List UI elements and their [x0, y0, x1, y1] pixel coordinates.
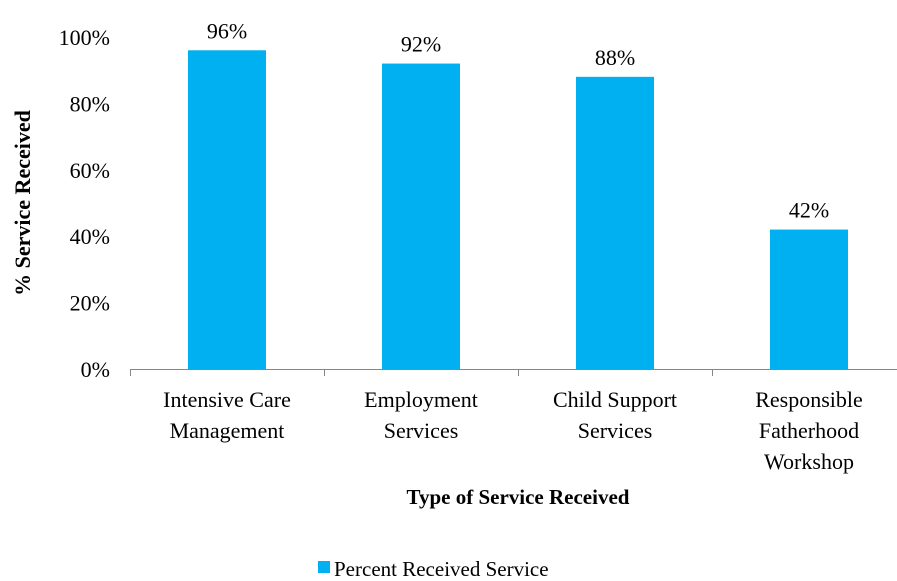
y-tick-label: 60% — [70, 158, 110, 183]
data-labels: 96% 92% 88% 42% — [207, 18, 829, 222]
data-label: 88% — [595, 45, 635, 70]
y-axis-title: % Service Received — [10, 110, 35, 296]
category-label: Intensive Care Management — [163, 387, 291, 443]
x-axis-ticks — [130, 369, 713, 376]
x-axis-title: Type of Service Received — [407, 485, 630, 509]
data-label: 96% — [207, 18, 247, 43]
category-label: Child Support Services — [553, 387, 677, 443]
y-axis-ticks: 0% 20% 40% 60% 80% 100% — [59, 25, 110, 382]
category-label: Employment Services — [364, 387, 478, 443]
legend-label: Percent Received Service — [334, 557, 549, 581]
data-label: 92% — [401, 32, 441, 57]
bar — [188, 50, 266, 369]
x-axis-category-labels: Intensive Care Management Employment Servic… — [163, 387, 863, 474]
y-tick-label: 20% — [70, 291, 110, 316]
bar — [382, 63, 460, 370]
bar — [770, 229, 848, 369]
data-label: 42% — [789, 198, 829, 223]
y-tick-label: 100% — [59, 25, 110, 50]
legend-swatch — [318, 561, 330, 573]
y-tick-label: 40% — [70, 224, 110, 249]
legend: Percent Received Service — [318, 557, 549, 581]
y-tick-label: 0% — [81, 357, 110, 382]
category-label: Responsible Fatherhood Workshop — [755, 387, 863, 474]
bar — [576, 76, 654, 369]
bars — [188, 50, 848, 370]
y-tick-label: 80% — [70, 91, 110, 116]
